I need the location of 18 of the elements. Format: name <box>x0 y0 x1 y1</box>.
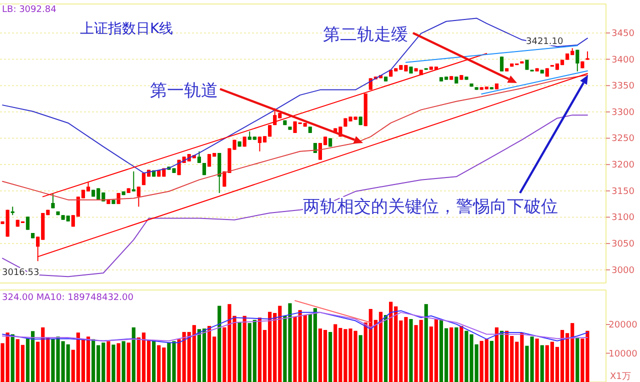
y-tick-label: 10000 <box>608 349 638 360</box>
annotation: 第二轨走缓 <box>323 25 408 45</box>
y-tick-label: 3100 <box>612 213 635 224</box>
y-tick-label: 3150 <box>612 186 635 197</box>
y-tick-label: 3300 <box>612 108 635 118</box>
annotation: LB: 3092.84 <box>2 5 56 15</box>
ylabel: X1万 <box>610 372 631 382</box>
y-tick-label: 20000 <box>608 320 638 330</box>
y-tick-label: 3050 <box>612 240 635 250</box>
annotation: 第一轨道 <box>150 81 218 101</box>
y-tick-label: 3450 <box>612 28 635 39</box>
y-tick-label: 3350 <box>612 82 635 92</box>
y-tick-label: 3000 <box>612 266 635 276</box>
title: 上证指数日K线 <box>80 21 174 37</box>
annotation: 324.00 MA10: 189748432.00 <box>2 293 134 303</box>
y-tick-label: 3200 <box>612 160 635 171</box>
y-tick-label: 3250 <box>612 134 635 144</box>
y-tick-label: 3400 <box>612 55 635 66</box>
